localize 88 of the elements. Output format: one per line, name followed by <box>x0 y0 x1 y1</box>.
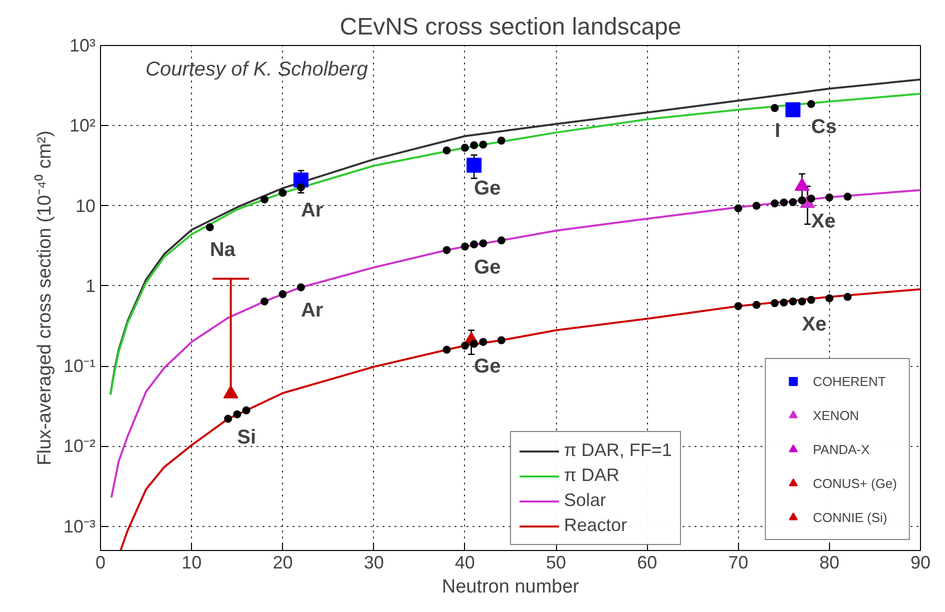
point <box>460 144 469 152</box>
y-tick-label: 10² <box>69 116 96 136</box>
annotation: Courtesy of K. Scholberg <box>146 58 368 80</box>
point <box>260 297 268 306</box>
y-tick-label: 10⁻¹ <box>63 356 96 376</box>
x-tick-label: 90 <box>910 552 931 572</box>
point <box>844 292 852 301</box>
point <box>780 298 788 307</box>
annotation: Ar <box>300 199 324 222</box>
y-tick-label: 10⁻² <box>63 436 96 456</box>
point <box>479 338 488 346</box>
chart-title: CEvNS cross section landscape <box>340 14 682 40</box>
point <box>224 414 232 423</box>
x-tick-label: 10 <box>182 552 202 572</box>
legend-label: CONUS+ (Ge) <box>812 476 897 490</box>
point <box>752 202 760 210</box>
x-axis-title: Neutron number <box>442 576 580 598</box>
point <box>798 297 806 306</box>
point <box>466 158 482 173</box>
legend-label: Solar <box>564 490 606 511</box>
annotation: Xe <box>802 313 827 336</box>
point <box>442 146 451 154</box>
point <box>442 246 451 254</box>
annotation: I <box>774 120 780 142</box>
point <box>278 290 287 298</box>
point <box>780 198 788 206</box>
point <box>497 336 506 344</box>
point <box>296 283 305 292</box>
annotation: Ge <box>474 256 501 278</box>
y-tick-label: 10 <box>75 196 96 216</box>
point <box>825 294 834 302</box>
x-tick-label: 30 <box>364 552 384 572</box>
x-tick-label: 80 <box>819 552 840 572</box>
point <box>798 196 806 204</box>
legend-label: COHERENT <box>812 374 886 388</box>
annotation: Si <box>237 426 256 448</box>
y-tick-label: 10⁻³ <box>63 516 96 536</box>
x-tick-label: 70 <box>728 552 748 572</box>
x-tick-label: 50 <box>546 552 566 572</box>
point <box>470 240 478 248</box>
point <box>296 183 305 192</box>
point <box>785 102 800 118</box>
point <box>770 104 779 112</box>
y-axis-title: Flux-averaged cross section (10⁻⁴⁰ cm²) <box>33 130 56 466</box>
point <box>825 193 834 202</box>
point <box>206 223 214 232</box>
x-tick-label: 60 <box>637 552 658 572</box>
point <box>242 406 250 414</box>
annotation: Ar <box>300 299 324 322</box>
point <box>770 299 779 308</box>
point <box>233 410 242 418</box>
point <box>479 239 488 248</box>
y-tick-label: 10³ <box>69 36 96 56</box>
annotation: Xe <box>811 210 836 233</box>
line-series <box>120 288 920 550</box>
point <box>260 195 268 204</box>
point <box>470 340 478 348</box>
y-tick-label: 1 <box>85 276 96 296</box>
point <box>788 198 797 206</box>
legend-label: PANDA-X <box>812 442 870 456</box>
point <box>497 136 506 145</box>
point <box>460 342 469 350</box>
point <box>734 302 742 310</box>
point <box>442 346 451 354</box>
point <box>497 236 506 244</box>
point <box>479 140 488 149</box>
point <box>844 192 852 201</box>
annotation: Na <box>210 239 236 262</box>
point <box>807 100 816 108</box>
point <box>752 300 760 309</box>
x-tick-label: 20 <box>272 552 293 572</box>
legend-label: XENON <box>812 408 860 422</box>
legend-label: Reactor <box>564 515 628 536</box>
legend-label: π DAR <box>564 465 620 486</box>
point <box>470 141 478 150</box>
point <box>770 199 779 208</box>
x-tick-label: 0 <box>95 552 106 572</box>
legend-label: π DAR, FF=1 <box>564 440 672 461</box>
annotation: Ge <box>474 177 501 200</box>
point <box>734 204 742 212</box>
annotation: Cs <box>811 116 837 138</box>
point <box>788 297 797 306</box>
x-tick-label: 40 <box>454 552 475 572</box>
annotation: Ge <box>474 356 501 378</box>
legend-label: CONNIE (Si) <box>812 510 888 524</box>
point <box>460 242 469 251</box>
point <box>278 188 287 197</box>
point <box>807 296 816 304</box>
